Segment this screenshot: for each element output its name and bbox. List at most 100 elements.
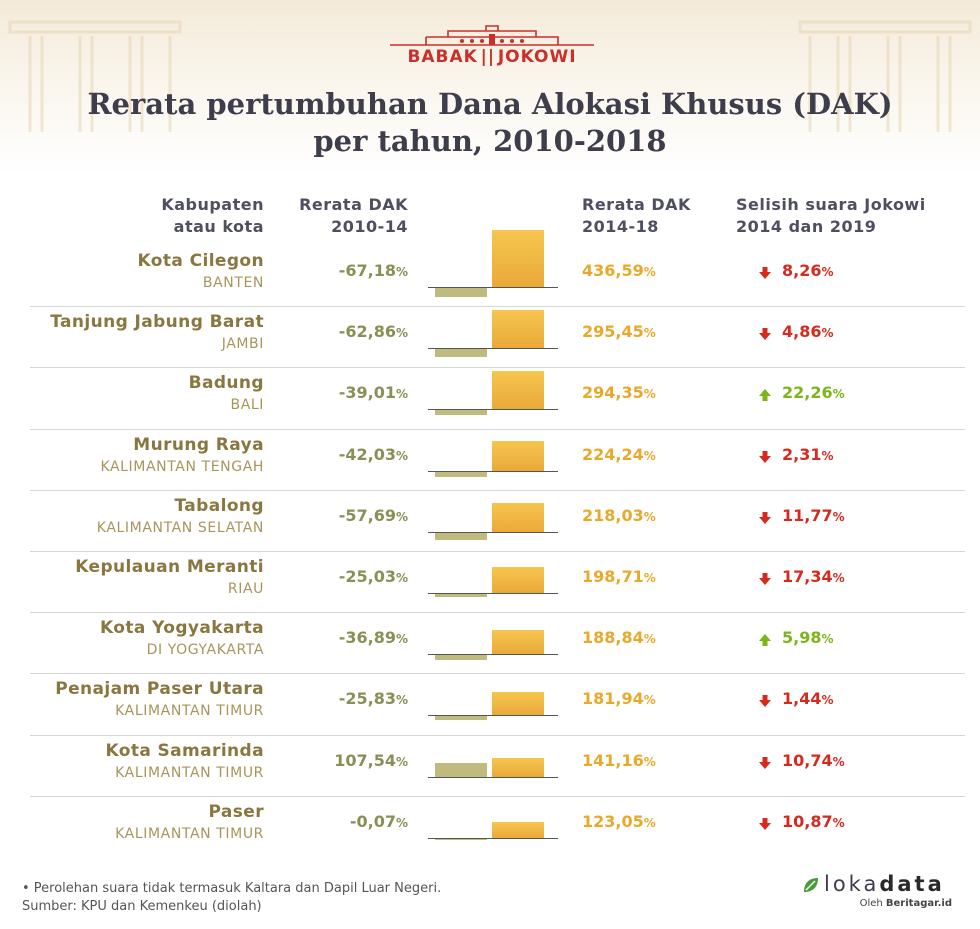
bar-baseline bbox=[428, 531, 558, 533]
vote-change-number: 2,31 bbox=[782, 444, 822, 464]
percent-sign: % bbox=[643, 509, 656, 524]
arrow-down-icon bbox=[758, 265, 772, 279]
arrow-down-icon bbox=[758, 693, 772, 708]
city-name: Tanjung Jabung Barat bbox=[50, 312, 264, 333]
percent-sign: % bbox=[821, 448, 834, 463]
province-name: KALIMANTAN TIMUR bbox=[115, 764, 264, 781]
column-header-name: Kabupaten atau kota bbox=[161, 194, 264, 238]
header-name-line-1: Kabupaten bbox=[161, 195, 264, 214]
vote-change-value: 11,77% bbox=[782, 506, 845, 525]
percent-sign: % bbox=[395, 265, 408, 279]
city-name: Paser bbox=[208, 801, 264, 822]
dak-2010-14-number: -0,07 bbox=[349, 811, 396, 831]
bar-baseline bbox=[428, 837, 558, 839]
percent-sign: % bbox=[821, 632, 834, 647]
dak-2014-18-number: 181,94 bbox=[582, 689, 644, 709]
dak-2014-18-value: 294,35% bbox=[582, 383, 656, 402]
palace-icon bbox=[390, 25, 594, 46]
table-row: Badung BALI -39,01% 294,35% 22,26% bbox=[0, 367, 980, 428]
bar-dak-2010-14 bbox=[435, 288, 487, 297]
percent-sign: % bbox=[832, 509, 845, 524]
percent-sign: % bbox=[821, 693, 834, 708]
dak-2014-18-number: 198,71 bbox=[582, 567, 644, 586]
header-v1-line-2: 2010-14 bbox=[331, 217, 408, 236]
percent-sign: % bbox=[395, 326, 408, 341]
header-v1-line-1: Rerata DAK bbox=[299, 195, 408, 214]
city-name: Kota Cilegon bbox=[137, 251, 264, 271]
vote-change-number: 4,86 bbox=[782, 322, 822, 342]
dak-2010-14-value: -36,89% bbox=[339, 628, 408, 647]
arrow-down-icon bbox=[758, 449, 772, 463]
dak-2014-18-value: 198,71% bbox=[582, 567, 656, 586]
column-header-dak-2010-14: Rerata DAK 2010-14 bbox=[299, 194, 408, 238]
bar-dak-2010-14 bbox=[435, 716, 487, 720]
brand-separator: || bbox=[480, 47, 496, 67]
province-name: BANTEN bbox=[202, 275, 264, 291]
header-name-line-2: atau kota bbox=[173, 217, 264, 236]
brand-right-word: JOKOWI bbox=[497, 47, 577, 67]
row-divider bbox=[30, 551, 965, 552]
bar-dak-2014-18 bbox=[492, 371, 544, 410]
percent-sign: % bbox=[395, 632, 408, 647]
row-divider bbox=[30, 795, 965, 797]
dak-2010-14-number: -39,01 bbox=[338, 383, 396, 403]
bar-dak-2014-18 bbox=[492, 691, 544, 716]
vote-change-number: 8,26 bbox=[782, 261, 822, 280]
city-name: Kota Yogyakarta bbox=[100, 618, 264, 639]
pillars-decoration-left bbox=[8, 20, 182, 132]
bar-baseline bbox=[428, 654, 558, 656]
brand-logo: BABAK || JOKOWI bbox=[388, 25, 596, 77]
dak-2014-18-value: 218,03% bbox=[582, 506, 656, 525]
arrow-up-icon bbox=[758, 632, 772, 647]
dak-2010-14-value: -67,18% bbox=[339, 261, 408, 280]
table-row: Paser KALIMANTAN TIMUR -0,07% 123,05% 10,87% bbox=[0, 795, 980, 857]
bar-dak-2010-14 bbox=[435, 838, 487, 840]
row-divider bbox=[30, 734, 965, 736]
lokadata-logo: lokadata Oleh Beritagar.id bbox=[802, 872, 952, 912]
province-name: DI YOGYAKARTA bbox=[146, 642, 264, 659]
bar-dak-2014-18 bbox=[492, 629, 544, 655]
city-name: Kepulauan Meranti bbox=[75, 557, 264, 577]
bar-dak-2014-18 bbox=[492, 758, 544, 777]
title-line-1: Rerata pertumbuhan Dana Alokasi Khusus (… bbox=[87, 87, 893, 121]
chart-title: Rerata pertumbuhan Dana Alokasi Khusus (… bbox=[0, 86, 980, 160]
city-name: Penajam Paser Utara bbox=[55, 679, 264, 700]
dak-2014-18-value: 181,94% bbox=[582, 689, 656, 708]
brand-title: BABAK || JOKOWI bbox=[388, 47, 596, 67]
percent-sign: % bbox=[395, 448, 408, 463]
percent-sign: % bbox=[395, 815, 408, 830]
vote-change-number: 1,44 bbox=[782, 689, 822, 709]
arrow-down-icon bbox=[758, 571, 772, 585]
percent-sign: % bbox=[395, 509, 408, 524]
bar-dak-2010-14 bbox=[435, 762, 487, 777]
bar-dak-2010-14 bbox=[435, 471, 487, 478]
column-header-dak-2014-18: Rerata DAK 2014-18 bbox=[582, 194, 691, 238]
bar-baseline bbox=[428, 593, 558, 594]
percent-sign: % bbox=[643, 693, 656, 708]
percent-sign: % bbox=[821, 326, 834, 341]
vote-change-value: 5,98% bbox=[782, 628, 834, 647]
arrow-up-icon bbox=[758, 387, 772, 402]
percent-sign: % bbox=[643, 632, 656, 647]
percent-sign: % bbox=[832, 754, 845, 769]
percent-sign: % bbox=[395, 693, 408, 708]
dak-2010-14-number: -57,69 bbox=[338, 505, 396, 525]
percent-sign: % bbox=[832, 815, 845, 830]
vote-change-value: 10,87% bbox=[782, 812, 845, 831]
city-name: Tabalong bbox=[174, 495, 264, 516]
dak-2014-18-number: 123,05 bbox=[582, 811, 644, 831]
logo-wordmark: lokadata bbox=[824, 872, 945, 896]
vote-change-value: 17,34% bbox=[782, 567, 845, 586]
dak-2010-14-value: -39,01% bbox=[339, 383, 408, 402]
column-header-vote-change: Selisih suara Jokowi 2014 dan 2019 bbox=[736, 194, 926, 238]
province-name: KALIMANTAN TIMUR bbox=[115, 825, 264, 842]
bar-dak-2010-14 bbox=[435, 349, 487, 358]
bar-baseline bbox=[428, 287, 558, 288]
dak-2014-18-number: 218,03 bbox=[582, 505, 644, 525]
city-name: Badung bbox=[188, 373, 264, 394]
bar-dak-2014-18 bbox=[492, 309, 544, 349]
bar-baseline bbox=[428, 348, 558, 350]
dak-2014-18-value: 295,45% bbox=[582, 322, 656, 341]
vote-change-value: 2,31% bbox=[782, 445, 834, 464]
dak-2014-18-value: 123,05% bbox=[582, 812, 656, 831]
